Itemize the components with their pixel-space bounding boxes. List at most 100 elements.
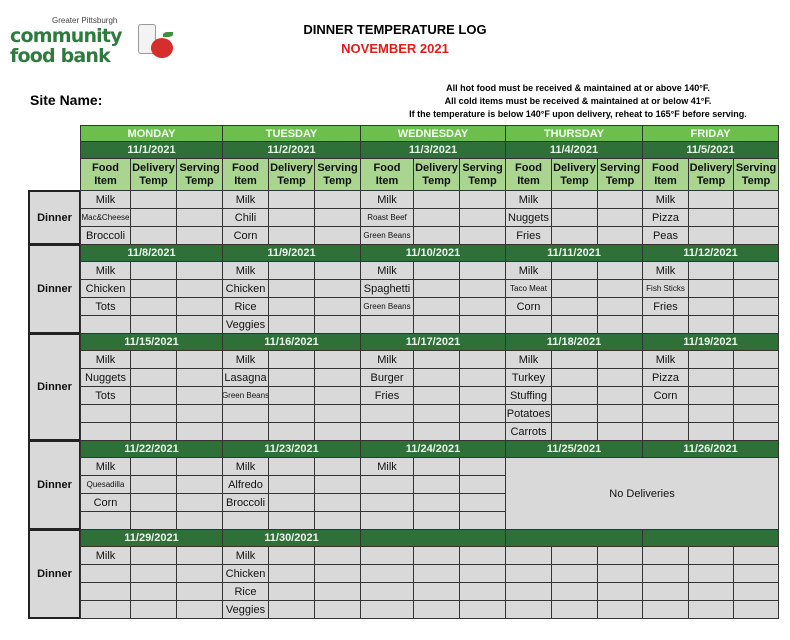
serving-temp-cell[interactable] [733,546,779,565]
delivery-temp-cell[interactable] [413,564,460,583]
serving-temp-cell[interactable] [459,404,506,423]
serving-temp-cell[interactable] [314,422,361,441]
delivery-temp-cell[interactable] [413,279,460,298]
delivery-temp-cell[interactable] [413,457,460,476]
serving-temp-cell[interactable] [314,261,361,280]
delivery-temp-cell[interactable] [130,546,177,565]
serving-temp-cell[interactable] [597,582,643,601]
serving-temp-cell[interactable] [314,457,361,476]
delivery-temp-cell[interactable] [688,422,734,441]
delivery-temp-cell[interactable] [268,297,315,316]
serving-temp-cell[interactable] [176,350,223,369]
serving-temp-cell[interactable] [459,475,506,494]
delivery-temp-cell[interactable] [688,582,734,601]
serving-temp-cell[interactable] [597,190,643,209]
serving-temp-cell[interactable] [459,208,506,227]
delivery-temp-cell[interactable] [551,564,598,583]
delivery-temp-cell[interactable] [688,546,734,565]
delivery-temp-cell[interactable] [130,279,177,298]
delivery-temp-cell[interactable] [688,600,734,619]
serving-temp-cell[interactable] [733,208,779,227]
delivery-temp-cell[interactable] [268,404,315,423]
serving-temp-cell[interactable] [733,297,779,316]
delivery-temp-cell[interactable] [688,368,734,387]
serving-temp-cell[interactable] [176,226,223,245]
delivery-temp-cell[interactable] [130,600,177,619]
delivery-temp-cell[interactable] [268,493,315,512]
serving-temp-cell[interactable] [314,190,361,209]
serving-temp-cell[interactable] [314,404,361,423]
serving-temp-cell[interactable] [314,511,361,530]
delivery-temp-cell[interactable] [551,350,598,369]
serving-temp-cell[interactable] [597,546,643,565]
serving-temp-cell[interactable] [176,564,223,583]
serving-temp-cell[interactable] [459,226,506,245]
serving-temp-cell[interactable] [733,404,779,423]
delivery-temp-cell[interactable] [130,457,177,476]
serving-temp-cell[interactable] [459,190,506,209]
delivery-temp-cell[interactable] [413,493,460,512]
serving-temp-cell[interactable] [733,279,779,298]
serving-temp-cell[interactable] [733,190,779,209]
delivery-temp-cell[interactable] [413,315,460,334]
serving-temp-cell[interactable] [459,600,506,619]
delivery-temp-cell[interactable] [688,297,734,316]
serving-temp-cell[interactable] [176,208,223,227]
delivery-temp-cell[interactable] [551,279,598,298]
serving-temp-cell[interactable] [597,422,643,441]
delivery-temp-cell[interactable] [551,297,598,316]
serving-temp-cell[interactable] [176,297,223,316]
delivery-temp-cell[interactable] [268,279,315,298]
delivery-temp-cell[interactable] [130,475,177,494]
delivery-temp-cell[interactable] [551,582,598,601]
serving-temp-cell[interactable] [176,315,223,334]
serving-temp-cell[interactable] [314,297,361,316]
delivery-temp-cell[interactable] [268,600,315,619]
delivery-temp-cell[interactable] [413,368,460,387]
serving-temp-cell[interactable] [176,546,223,565]
delivery-temp-cell[interactable] [413,297,460,316]
delivery-temp-cell[interactable] [551,404,598,423]
delivery-temp-cell[interactable] [268,475,315,494]
delivery-temp-cell[interactable] [130,208,177,227]
delivery-temp-cell[interactable] [268,208,315,227]
delivery-temp-cell[interactable] [268,226,315,245]
delivery-temp-cell[interactable] [413,190,460,209]
serving-temp-cell[interactable] [459,368,506,387]
serving-temp-cell[interactable] [459,279,506,298]
serving-temp-cell[interactable] [314,350,361,369]
delivery-temp-cell[interactable] [268,350,315,369]
serving-temp-cell[interactable] [459,261,506,280]
serving-temp-cell[interactable] [176,600,223,619]
delivery-temp-cell[interactable] [413,582,460,601]
delivery-temp-cell[interactable] [413,511,460,530]
delivery-temp-cell[interactable] [551,208,598,227]
serving-temp-cell[interactable] [597,297,643,316]
delivery-temp-cell[interactable] [130,493,177,512]
serving-temp-cell[interactable] [733,226,779,245]
serving-temp-cell[interactable] [459,315,506,334]
delivery-temp-cell[interactable] [130,511,177,530]
serving-temp-cell[interactable] [314,315,361,334]
serving-temp-cell[interactable] [459,582,506,601]
delivery-temp-cell[interactable] [130,582,177,601]
delivery-temp-cell[interactable] [551,226,598,245]
delivery-temp-cell[interactable] [268,190,315,209]
serving-temp-cell[interactable] [314,600,361,619]
serving-temp-cell[interactable] [176,457,223,476]
delivery-temp-cell[interactable] [413,226,460,245]
delivery-temp-cell[interactable] [688,350,734,369]
delivery-temp-cell[interactable] [413,261,460,280]
serving-temp-cell[interactable] [176,279,223,298]
delivery-temp-cell[interactable] [413,422,460,441]
delivery-temp-cell[interactable] [130,190,177,209]
serving-temp-cell[interactable] [314,564,361,583]
serving-temp-cell[interactable] [459,297,506,316]
serving-temp-cell[interactable] [314,475,361,494]
delivery-temp-cell[interactable] [551,546,598,565]
serving-temp-cell[interactable] [733,422,779,441]
delivery-temp-cell[interactable] [413,208,460,227]
serving-temp-cell[interactable] [314,368,361,387]
serving-temp-cell[interactable] [733,261,779,280]
delivery-temp-cell[interactable] [130,422,177,441]
